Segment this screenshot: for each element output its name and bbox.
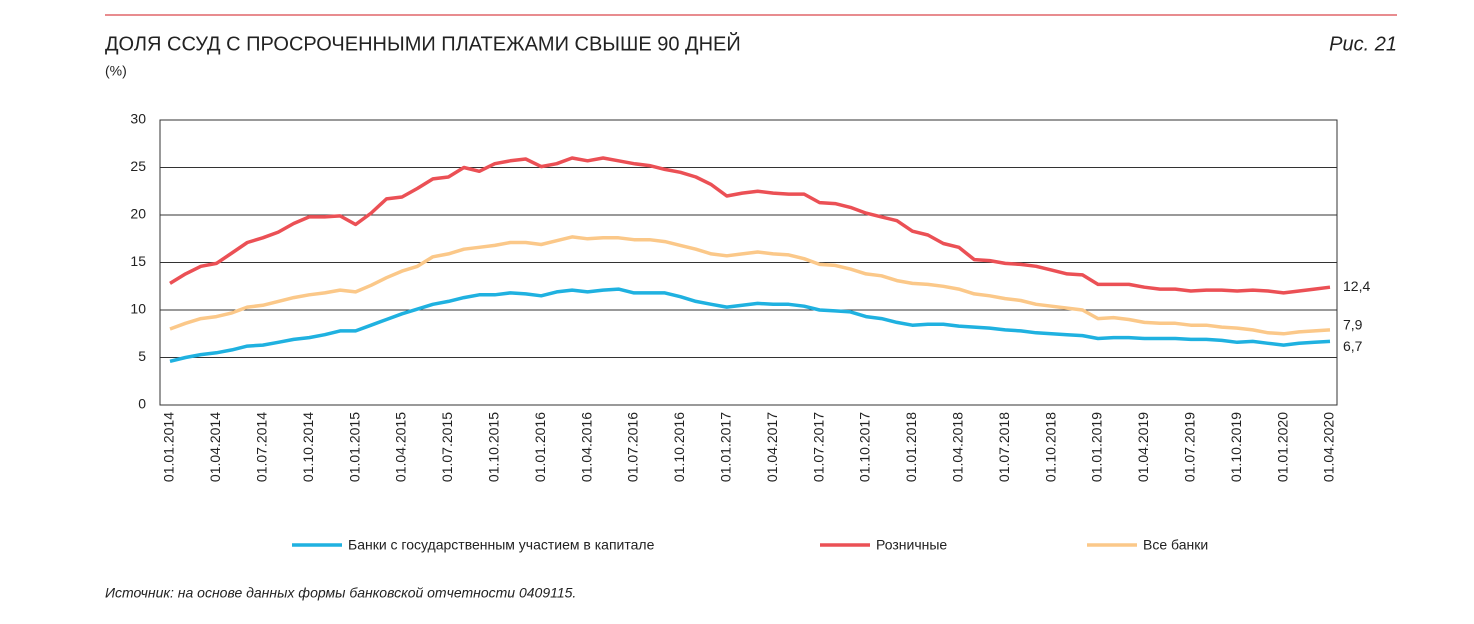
chart-title: ДОЛЯ ССУД С ПРОСРОЧЕННЫМИ ПЛАТЕЖАМИ СВЫШ…: [105, 31, 741, 55]
x-tick-label: 01.07.2017: [810, 412, 826, 482]
source-note: Источник: на основе данных формы банковс…: [105, 585, 576, 601]
x-tick-label: 01.04.2019: [1135, 412, 1151, 482]
legend-label: Розничные: [876, 537, 947, 553]
legend-label: Все банки: [1143, 537, 1208, 553]
x-tick-label: 01.10.2014: [300, 412, 316, 482]
x-tick-label: 01.01.2020: [1274, 412, 1290, 482]
y-tick-label: 5: [138, 348, 146, 364]
x-tick-label: 01.04.2016: [578, 412, 594, 482]
x-tick-label: 01.10.2015: [486, 412, 502, 482]
x-tick-label: 01.07.2015: [439, 412, 455, 482]
x-tick-label: 01.07.2019: [1182, 412, 1198, 482]
figure-label: Рис. 21: [1329, 33, 1397, 55]
series-line: [169, 287, 1331, 363]
x-tick-label: 01.10.2017: [857, 412, 873, 482]
y-tick-label: 0: [138, 396, 146, 412]
x-tick-label: 01.10.2018: [1042, 412, 1058, 482]
x-tick-label: 01.10.2016: [671, 412, 687, 482]
chart-subtitle: (%): [105, 63, 127, 79]
x-tick-label: 01.01.2014: [161, 412, 177, 482]
x-tick-label: 01.07.2014: [254, 412, 270, 482]
x-tick-label: 01.10.2019: [1228, 412, 1244, 482]
x-tick-label: 01.04.2017: [764, 412, 780, 482]
x-tick-label: 01.01.2019: [1089, 412, 1105, 482]
value-label: 7,9: [1343, 317, 1363, 333]
series-line: [169, 235, 1331, 336]
y-tick-label: 30: [130, 111, 146, 127]
value-label: 6,7: [1343, 338, 1363, 354]
x-tick-label: 01.07.2016: [625, 412, 641, 482]
x-tick-label: 01.01.2016: [532, 412, 548, 482]
y-tick-label: 25: [130, 158, 146, 174]
x-tick-label: 01.04.2014: [207, 412, 223, 482]
legend-label: Банки с государственным участием в капит…: [348, 537, 655, 553]
x-tick-label: 01.01.2017: [718, 412, 734, 482]
x-tick-label: 01.04.2015: [393, 412, 409, 482]
series-line: [169, 156, 1331, 295]
y-tick-label: 20: [130, 206, 146, 222]
value-label: 12,4: [1343, 278, 1370, 294]
x-tick-label: 01.01.2018: [903, 412, 919, 482]
x-tick-label: 01.04.2018: [950, 412, 966, 482]
x-tick-label: 01.04.2020: [1321, 412, 1337, 482]
y-tick-label: 10: [130, 301, 146, 317]
y-tick-label: 15: [130, 253, 146, 269]
x-tick-label: 01.01.2015: [346, 412, 362, 482]
x-tick-label: 01.07.2018: [996, 412, 1012, 482]
